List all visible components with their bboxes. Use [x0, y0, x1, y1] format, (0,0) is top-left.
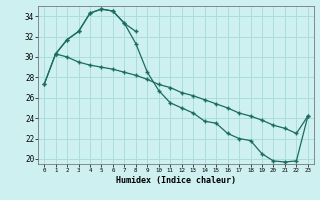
X-axis label: Humidex (Indice chaleur): Humidex (Indice chaleur)	[116, 176, 236, 185]
